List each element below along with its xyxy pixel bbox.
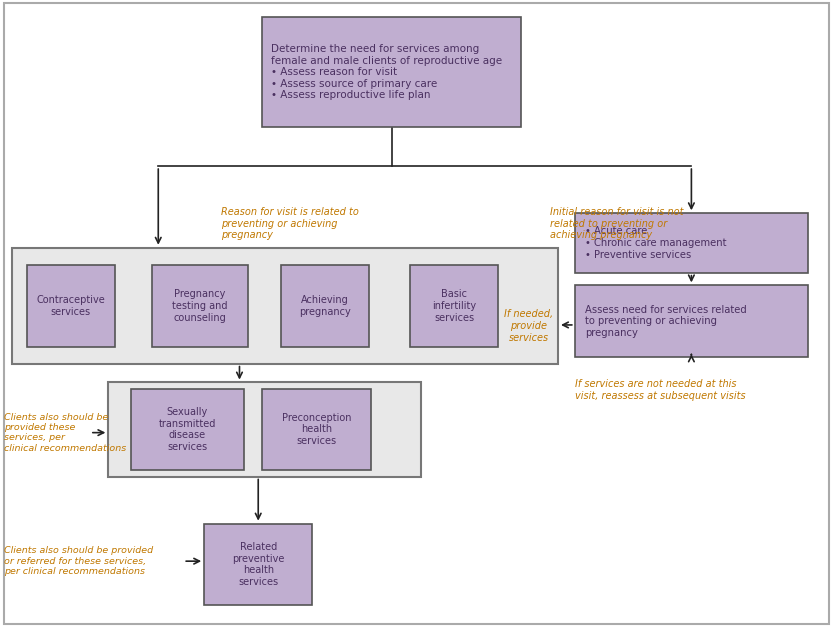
Text: Determine the need for services among
female and male clients of reproductive ag: Determine the need for services among fe… bbox=[271, 44, 501, 100]
FancyBboxPatch shape bbox=[12, 248, 558, 364]
Text: Reason for visit is related to
preventing or achieving
pregnancy: Reason for visit is related to preventin… bbox=[221, 207, 359, 240]
Text: Assess need for services related
to preventing or achieving
pregnancy: Assess need for services related to prev… bbox=[585, 305, 746, 338]
Text: Clients also should be provided
or referred for these services,
per clinical rec: Clients also should be provided or refer… bbox=[4, 546, 153, 576]
FancyBboxPatch shape bbox=[27, 265, 115, 347]
FancyBboxPatch shape bbox=[108, 382, 421, 477]
Text: Achieving
pregnancy: Achieving pregnancy bbox=[299, 295, 351, 317]
Text: Clients also should be
provided these
services, per
clinical recommendations: Clients also should be provided these se… bbox=[4, 413, 127, 453]
FancyBboxPatch shape bbox=[282, 265, 368, 347]
FancyBboxPatch shape bbox=[411, 265, 498, 347]
FancyBboxPatch shape bbox=[262, 389, 371, 470]
Text: Related
preventive
health
services: Related preventive health services bbox=[232, 542, 284, 587]
Text: If needed,
provide
services: If needed, provide services bbox=[505, 310, 553, 342]
Text: Sexually
transmitted
disease
services: Sexually transmitted disease services bbox=[159, 407, 216, 452]
FancyBboxPatch shape bbox=[575, 285, 808, 357]
FancyBboxPatch shape bbox=[204, 524, 312, 605]
Text: Pregnancy
testing and
counseling: Pregnancy testing and counseling bbox=[172, 290, 227, 322]
FancyBboxPatch shape bbox=[131, 389, 243, 470]
FancyBboxPatch shape bbox=[262, 18, 521, 127]
Text: • Acute care
• Chronic care management
• Preventive services: • Acute care • Chronic care management •… bbox=[585, 226, 726, 260]
Text: If services are not needed at this
visit, reassess at subsequent visits: If services are not needed at this visit… bbox=[575, 379, 746, 401]
FancyBboxPatch shape bbox=[152, 265, 248, 347]
FancyBboxPatch shape bbox=[575, 213, 808, 273]
Text: Preconception
health
services: Preconception health services bbox=[282, 413, 352, 446]
Text: Contraceptive
services: Contraceptive services bbox=[37, 295, 105, 317]
Text: Basic
infertility
services: Basic infertility services bbox=[432, 290, 476, 322]
Text: Initial reason for visit is not
related to preventing or
achieving pregnancy: Initial reason for visit is not related … bbox=[550, 207, 683, 240]
